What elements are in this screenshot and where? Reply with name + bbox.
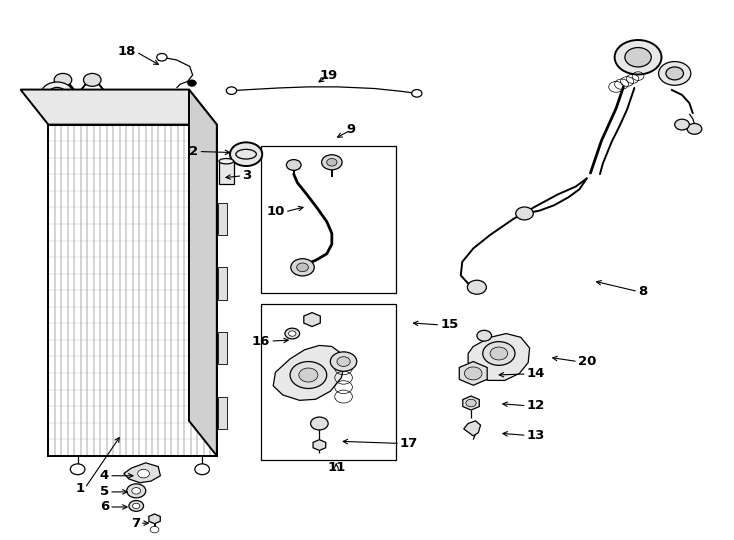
Bar [261,146,396,293]
Text: 10: 10 [266,205,285,218]
Text: 13: 13 [527,429,545,442]
Polygon shape [218,332,227,365]
Circle shape [483,342,515,366]
Polygon shape [468,334,530,380]
Circle shape [138,469,150,478]
Text: 20: 20 [578,355,596,368]
Text: 11: 11 [327,461,346,474]
Text: 14: 14 [527,367,545,381]
Circle shape [299,368,318,382]
Circle shape [477,330,492,341]
Text: 18: 18 [118,45,137,58]
Text: 16: 16 [252,335,270,348]
Circle shape [310,417,328,430]
Circle shape [157,53,167,61]
Circle shape [297,263,308,272]
Circle shape [687,124,702,134]
Ellipse shape [236,150,256,159]
Text: 1: 1 [76,482,85,495]
Circle shape [54,73,72,86]
Bar [219,161,233,184]
Text: 4: 4 [100,469,109,482]
Polygon shape [304,313,320,327]
Polygon shape [124,463,161,483]
Circle shape [195,464,209,475]
Text: 6: 6 [100,501,109,514]
Circle shape [412,90,422,97]
Circle shape [321,155,342,170]
Circle shape [327,159,337,166]
Polygon shape [462,396,479,410]
Circle shape [187,80,196,86]
Circle shape [468,280,487,294]
Text: 8: 8 [638,285,647,298]
Circle shape [132,488,141,494]
Circle shape [41,82,73,106]
Text: 2: 2 [189,145,198,158]
Circle shape [70,464,85,475]
Text: 15: 15 [440,319,459,332]
Circle shape [675,119,689,130]
Circle shape [288,331,296,336]
Polygon shape [218,267,227,300]
Circle shape [290,362,327,388]
Polygon shape [149,514,160,524]
Circle shape [337,357,350,367]
Circle shape [230,143,262,166]
Polygon shape [313,440,326,450]
Circle shape [658,62,691,85]
Circle shape [226,87,236,94]
Circle shape [291,259,314,276]
Circle shape [133,503,140,509]
Circle shape [285,328,299,339]
Circle shape [666,67,683,80]
Circle shape [625,48,651,67]
Text: 17: 17 [400,437,418,450]
Circle shape [330,352,357,372]
Circle shape [465,367,482,380]
Circle shape [490,347,508,360]
Circle shape [516,207,534,220]
Polygon shape [459,362,487,385]
Polygon shape [21,90,217,125]
Text: 5: 5 [100,485,109,498]
Polygon shape [273,346,345,400]
Text: 3: 3 [242,169,252,182]
Circle shape [614,40,661,75]
Polygon shape [464,421,481,436]
Text: 19: 19 [320,69,338,82]
Circle shape [48,87,66,100]
Circle shape [305,314,319,325]
Circle shape [150,526,159,533]
Bar [261,305,396,460]
Text: 7: 7 [131,517,140,530]
Text: 9: 9 [346,124,355,137]
Polygon shape [218,202,227,235]
Circle shape [127,484,146,498]
Polygon shape [189,90,217,456]
Ellipse shape [219,159,233,164]
Polygon shape [218,396,227,429]
Circle shape [129,501,144,511]
Circle shape [286,160,301,170]
Text: 12: 12 [527,399,545,412]
Circle shape [466,399,476,407]
Circle shape [84,73,101,86]
